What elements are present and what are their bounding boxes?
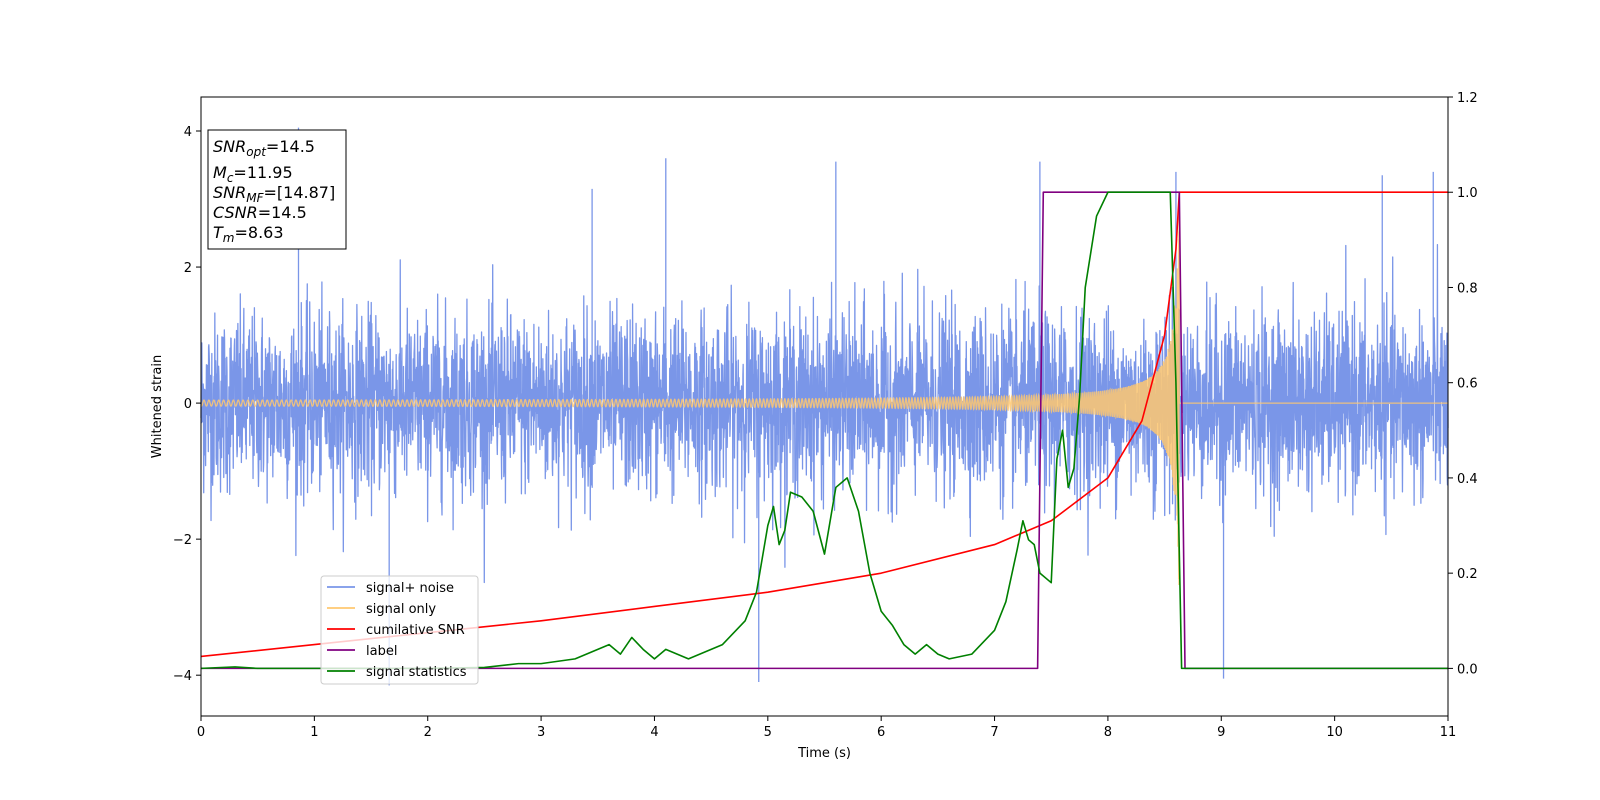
x-tick-label: 2 xyxy=(424,725,432,740)
y-tick-label: 2 xyxy=(184,261,192,276)
x-tick-label: 8 xyxy=(1104,725,1112,740)
y-tick-label: 4 xyxy=(184,125,192,140)
y-axis-left: −4 −2 0 2 4 xyxy=(173,125,201,684)
plot-frame xyxy=(200,96,1449,717)
legend-signal-statistics-label: signal statistics xyxy=(366,665,467,680)
y-tick-label: −4 xyxy=(173,669,192,684)
y2-tick-label: 0.0 xyxy=(1457,662,1478,677)
x-axis: 0 1 2 3 4 5 6 7 8 9 10 11 xyxy=(197,716,1456,740)
x-tick-label: 3 xyxy=(537,725,545,740)
y-tick-label: 0 xyxy=(184,397,192,412)
y2-tick-label: 1.0 xyxy=(1457,186,1478,201)
annotation-line: CSNR=14.5 xyxy=(213,203,307,222)
y2-tick-label: 0.8 xyxy=(1457,281,1478,296)
annotation-line: SNRMF=[14.87] xyxy=(213,183,335,205)
x-tick-label: 11 xyxy=(1440,725,1457,740)
series-cumulative-snr xyxy=(200,191,1448,658)
y2-tick-label: 0.6 xyxy=(1457,377,1478,392)
y2-tick-label: 0.2 xyxy=(1457,567,1478,582)
legend-cumulative-snr-label: cumilative SNR xyxy=(366,623,465,638)
annotation-line: Mc=11.95 xyxy=(213,163,293,185)
y-axis-label: Whitened strain xyxy=(150,355,165,458)
x-tick-label: 9 xyxy=(1217,725,1225,740)
series-signal-statistics xyxy=(200,191,1448,670)
x-tick-label: 0 xyxy=(197,725,205,740)
legend-signal-noise-label: signal+ noise xyxy=(366,581,454,596)
x-tick-label: 1 xyxy=(310,725,318,740)
series-signal-only xyxy=(200,212,1448,586)
x-axis-label: Time (s) xyxy=(797,746,851,761)
legend: signal+ noise signal only cumilative SNR la… xyxy=(320,575,479,685)
series-signal-noise xyxy=(200,127,1449,686)
annotation-line: SNRopt=14.5 xyxy=(213,137,315,159)
x-tick-label: 5 xyxy=(764,725,772,740)
legend-label-label: label xyxy=(366,644,397,659)
x-tick-label: 6 xyxy=(877,725,885,740)
y2-tick-label: 1.2 xyxy=(1457,91,1478,106)
x-tick-label: 4 xyxy=(650,725,658,740)
x-tick-label: 7 xyxy=(990,725,998,740)
y-axis-right: 0.0 0.2 0.4 0.6 0.8 1.0 1.2 xyxy=(1448,91,1478,677)
y2-tick-label: 0.4 xyxy=(1457,472,1478,487)
legend-signal-only-label: signal only xyxy=(366,602,436,617)
y-tick-label: −2 xyxy=(173,533,192,548)
plot-area xyxy=(200,127,1449,686)
x-tick-label: 10 xyxy=(1326,725,1343,740)
annotation-line: Tm=8.63 xyxy=(213,223,284,245)
annotation-box: SNRopt=14.5 Mc=11.95SNRMF=[14.87]CSNR=14.… xyxy=(207,129,347,250)
